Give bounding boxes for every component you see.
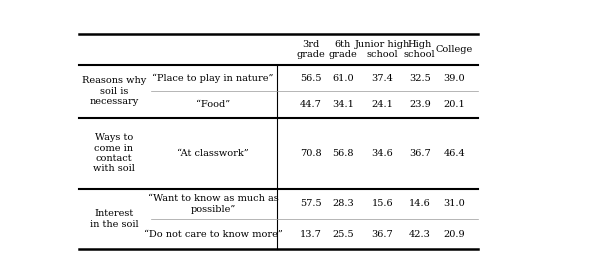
Text: 3rd
grade: 3rd grade bbox=[296, 39, 325, 59]
Text: 42.3: 42.3 bbox=[409, 230, 431, 239]
Text: 56.8: 56.8 bbox=[332, 149, 354, 158]
Text: 46.4: 46.4 bbox=[444, 149, 465, 158]
Text: 56.5: 56.5 bbox=[300, 74, 322, 83]
Text: College: College bbox=[436, 45, 472, 54]
Text: Junior high
school: Junior high school bbox=[355, 39, 410, 59]
Text: 15.6: 15.6 bbox=[371, 199, 394, 208]
Text: “Want to know as much as
possible”: “Want to know as much as possible” bbox=[148, 194, 278, 214]
Text: 25.5: 25.5 bbox=[332, 230, 354, 239]
Text: “Place to play in nature”: “Place to play in nature” bbox=[152, 73, 274, 83]
Text: 32.5: 32.5 bbox=[409, 74, 431, 83]
Text: 39.0: 39.0 bbox=[444, 74, 465, 83]
Text: 36.7: 36.7 bbox=[371, 230, 394, 239]
Text: “Food”: “Food” bbox=[196, 100, 230, 109]
Text: 28.3: 28.3 bbox=[332, 199, 354, 208]
Text: 20.1: 20.1 bbox=[444, 100, 465, 109]
Text: Ways to
come in
contact
with soil: Ways to come in contact with soil bbox=[93, 133, 135, 173]
Text: 36.7: 36.7 bbox=[409, 149, 431, 158]
Text: 23.9: 23.9 bbox=[409, 100, 431, 109]
Text: “At classwork”: “At classwork” bbox=[177, 149, 249, 158]
Text: 34.6: 34.6 bbox=[371, 149, 394, 158]
Text: 44.7: 44.7 bbox=[300, 100, 322, 109]
Text: 70.8: 70.8 bbox=[300, 149, 322, 158]
Text: “Do not care to know more”: “Do not care to know more” bbox=[144, 230, 282, 239]
Text: 31.0: 31.0 bbox=[444, 199, 465, 208]
Text: 24.1: 24.1 bbox=[371, 100, 394, 109]
Text: 61.0: 61.0 bbox=[332, 74, 354, 83]
Text: 20.9: 20.9 bbox=[444, 230, 465, 239]
Text: 37.4: 37.4 bbox=[371, 74, 394, 83]
Text: Reasons why
soil is
necessary: Reasons why soil is necessary bbox=[82, 76, 146, 106]
Text: 6th
grade: 6th grade bbox=[328, 39, 357, 59]
Text: 14.6: 14.6 bbox=[409, 199, 431, 208]
Text: Interest
in the soil: Interest in the soil bbox=[90, 209, 139, 229]
Text: High
school: High school bbox=[404, 39, 436, 59]
Text: 57.5: 57.5 bbox=[300, 199, 322, 208]
Text: 13.7: 13.7 bbox=[300, 230, 322, 239]
Text: 34.1: 34.1 bbox=[332, 100, 354, 109]
